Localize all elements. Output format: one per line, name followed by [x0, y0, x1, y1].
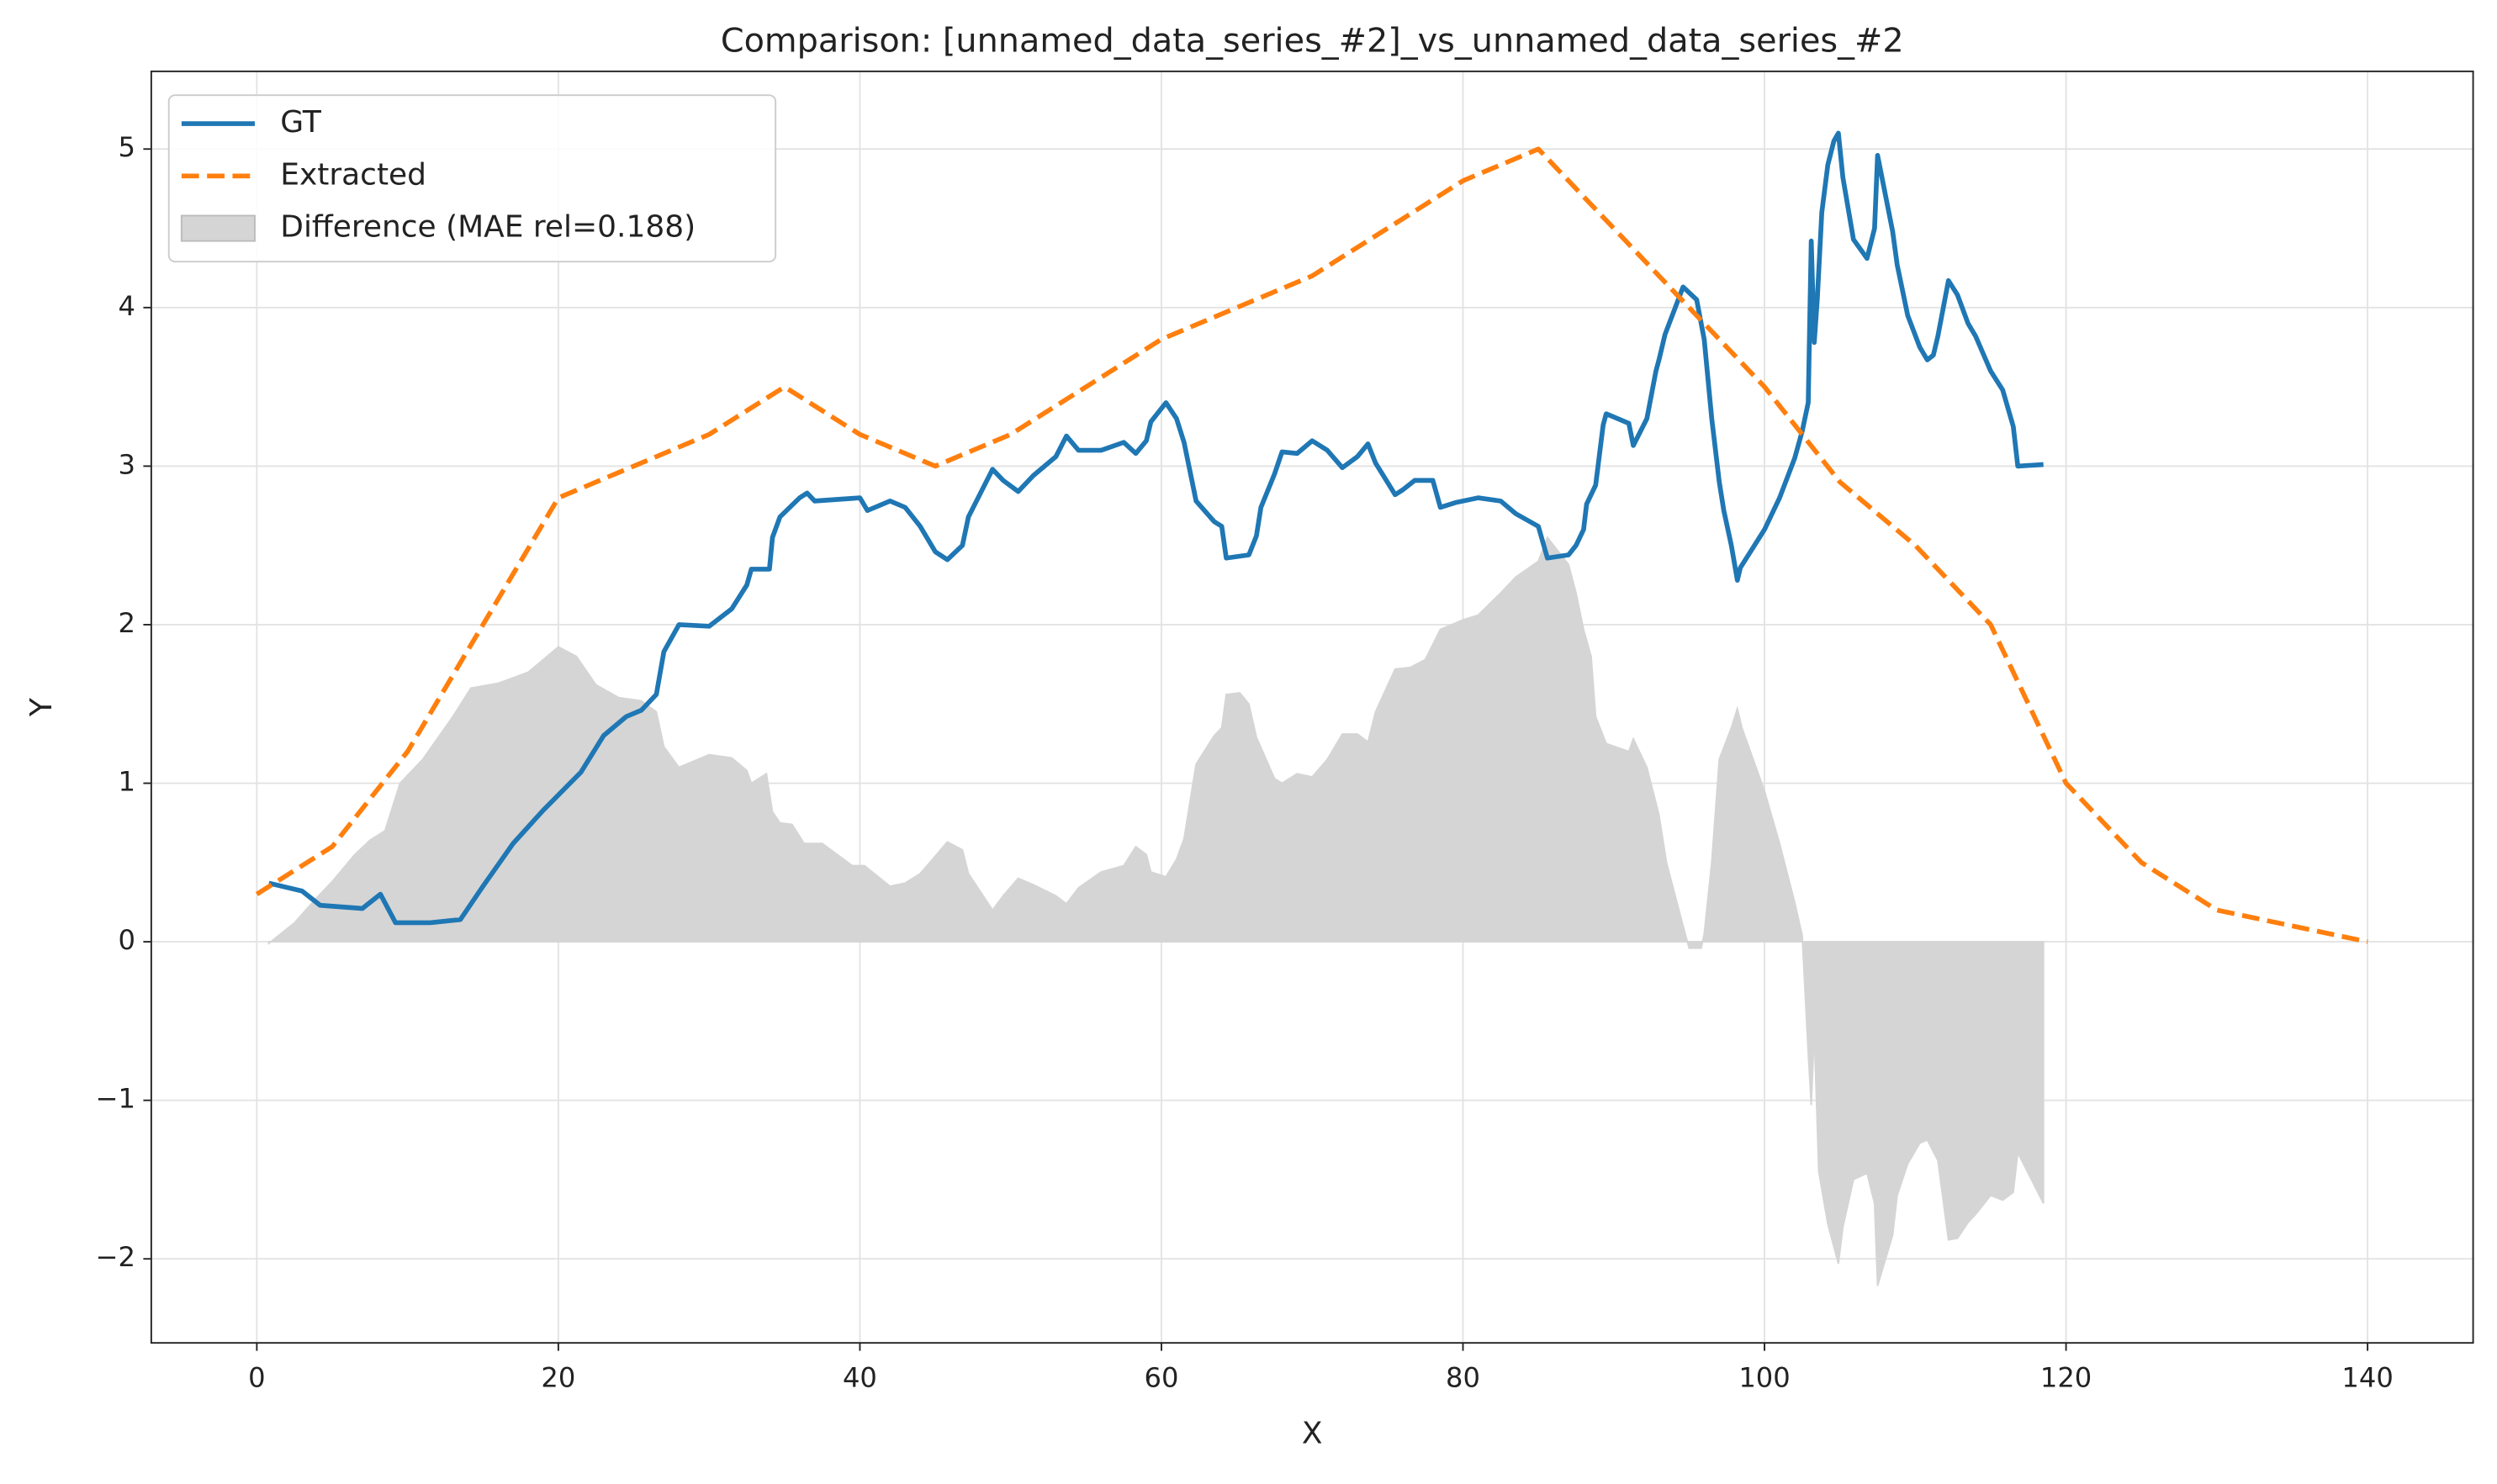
x-tick-label: 40	[843, 1362, 877, 1394]
axes-frame	[150, 70, 2474, 1344]
y-tick-label: −1	[96, 1083, 135, 1115]
legend-label: Difference (MAE rel=0.188)	[280, 210, 696, 245]
legend-label: Extracted	[280, 157, 426, 192]
y-tick-label: 2	[118, 607, 135, 639]
x-axis-label: X	[1302, 1417, 1323, 1451]
chart-title: Comparison: [unnamed_data_series_#2]_vs_…	[721, 21, 1904, 60]
series-line	[255, 146, 2368, 944]
y-tick-label: 0	[118, 924, 135, 956]
y-tick-label: 5	[118, 131, 135, 163]
y-tick-label: 3	[118, 448, 135, 480]
legend: GT Extracted Difference (MAE rel=0.188)	[167, 94, 777, 263]
x-tick-label: 100	[1738, 1362, 1790, 1394]
series-line	[268, 130, 2044, 926]
y-tick-label: 4	[118, 290, 135, 322]
difference-area	[267, 536, 2045, 1286]
x-tick-label: 20	[541, 1362, 575, 1394]
y-tick-label: 1	[118, 766, 135, 798]
x-tick-label: 80	[1446, 1362, 1480, 1394]
x-tick-label: 60	[1145, 1362, 1179, 1394]
legend-label: GT	[280, 105, 322, 140]
x-tick-label: 140	[2341, 1362, 2393, 1394]
plot-area	[151, 71, 2473, 1344]
legend-box	[167, 94, 777, 263]
legend-swatch	[180, 214, 256, 242]
x-tick-label: 0	[248, 1362, 265, 1394]
x-tick-label: 120	[2040, 1362, 2092, 1394]
y-tick-label: −2	[96, 1241, 135, 1273]
y-axis-label: Y	[24, 698, 59, 717]
